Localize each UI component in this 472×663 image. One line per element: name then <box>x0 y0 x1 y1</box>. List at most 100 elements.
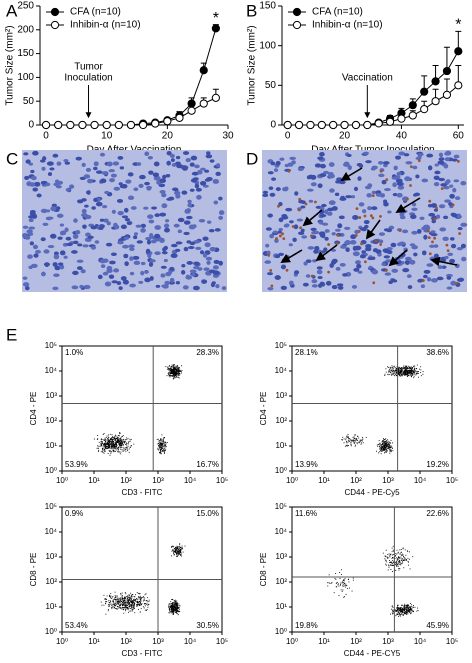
nucleus <box>344 226 351 231</box>
nucleus <box>73 218 78 223</box>
event-dot <box>109 594 111 596</box>
nucleus <box>456 247 463 251</box>
event-dot <box>125 593 127 595</box>
event-dot <box>174 552 176 553</box>
annotation-text: Tumor <box>74 62 103 73</box>
nucleus <box>328 200 336 206</box>
event-dot <box>347 588 349 590</box>
event-dot <box>164 446 166 448</box>
nucleus <box>310 227 317 231</box>
event-dot <box>175 552 177 554</box>
nucleus <box>40 237 46 242</box>
event-dot <box>113 438 115 440</box>
event-dot <box>124 592 126 594</box>
event-dot <box>389 449 391 451</box>
event-dot <box>409 371 411 373</box>
event-dot <box>144 602 146 604</box>
y-tick-label: 10⁴ <box>45 366 58 375</box>
nucleus <box>375 192 383 197</box>
event-dot <box>125 609 127 611</box>
nucleus <box>144 151 150 157</box>
event-dot <box>406 370 408 372</box>
event-dot <box>110 438 112 439</box>
event-dot <box>124 596 126 598</box>
event-dot <box>100 444 102 446</box>
event-dot <box>114 435 116 437</box>
event-dot <box>177 608 179 610</box>
event-dot <box>119 604 121 606</box>
event-dot <box>422 373 424 375</box>
stain-spot <box>277 204 280 208</box>
event-dot <box>106 447 108 449</box>
event-dot <box>169 610 171 612</box>
nucleus <box>80 269 86 274</box>
nucleus <box>382 248 389 253</box>
nucleus <box>202 184 209 188</box>
event-dot <box>165 445 166 447</box>
event-dot <box>115 438 117 440</box>
event-dot <box>115 441 117 442</box>
quadrant-percent: 19.8% <box>295 621 318 630</box>
nucleus <box>52 286 59 291</box>
nucleus <box>182 285 189 290</box>
event-dot <box>112 602 114 604</box>
event-dot <box>159 452 161 454</box>
event-dot <box>115 443 117 445</box>
nucleus <box>91 206 96 210</box>
event-dot <box>181 547 183 549</box>
event-dot <box>383 439 385 441</box>
event-dot <box>171 606 173 608</box>
event-dot <box>404 365 406 367</box>
event-dot <box>104 441 106 442</box>
event-dot <box>411 610 413 612</box>
event-dot <box>104 598 106 600</box>
nucleus <box>30 169 35 174</box>
event-dot <box>358 442 360 444</box>
event-dot <box>380 453 382 455</box>
event-dot <box>144 594 146 596</box>
event-dot <box>130 600 132 602</box>
event-dot <box>129 595 131 596</box>
event-dot <box>161 445 163 447</box>
event-dot <box>412 369 414 371</box>
event-dot <box>179 605 181 607</box>
event-dot <box>416 368 418 370</box>
nucleus <box>149 233 154 238</box>
event-dot <box>119 433 121 435</box>
nucleus <box>53 273 60 277</box>
event-dot <box>121 443 123 445</box>
event-dot <box>146 609 147 611</box>
event-dot <box>105 603 106 605</box>
event-dot <box>407 374 409 376</box>
event-dot <box>354 441 356 443</box>
event-dot <box>181 553 183 555</box>
event-dot <box>114 441 116 443</box>
nucleus <box>171 187 179 192</box>
event-dot <box>409 372 411 374</box>
nucleus <box>450 212 456 217</box>
nucleus <box>205 256 213 261</box>
event-dot <box>171 371 173 372</box>
event-dot <box>104 449 105 451</box>
nucleus <box>213 259 220 265</box>
nucleus <box>53 251 59 256</box>
event-dot <box>388 553 390 555</box>
event-dot <box>100 441 102 443</box>
event-dot <box>115 447 117 449</box>
nucleus <box>163 223 170 229</box>
nucleus <box>145 236 152 241</box>
nucleus <box>314 163 322 168</box>
event-dot <box>397 373 399 375</box>
event-dot <box>164 444 166 446</box>
event-dot <box>112 450 114 451</box>
event-dot <box>119 445 121 447</box>
event-dot <box>129 440 131 442</box>
nucleus <box>65 236 72 241</box>
event-dot <box>171 370 173 372</box>
nucleus <box>319 214 327 218</box>
event-dot <box>178 611 180 613</box>
nucleus <box>266 250 271 256</box>
nucleus <box>268 186 274 191</box>
event-dot <box>342 584 344 586</box>
event-dot <box>388 443 390 445</box>
